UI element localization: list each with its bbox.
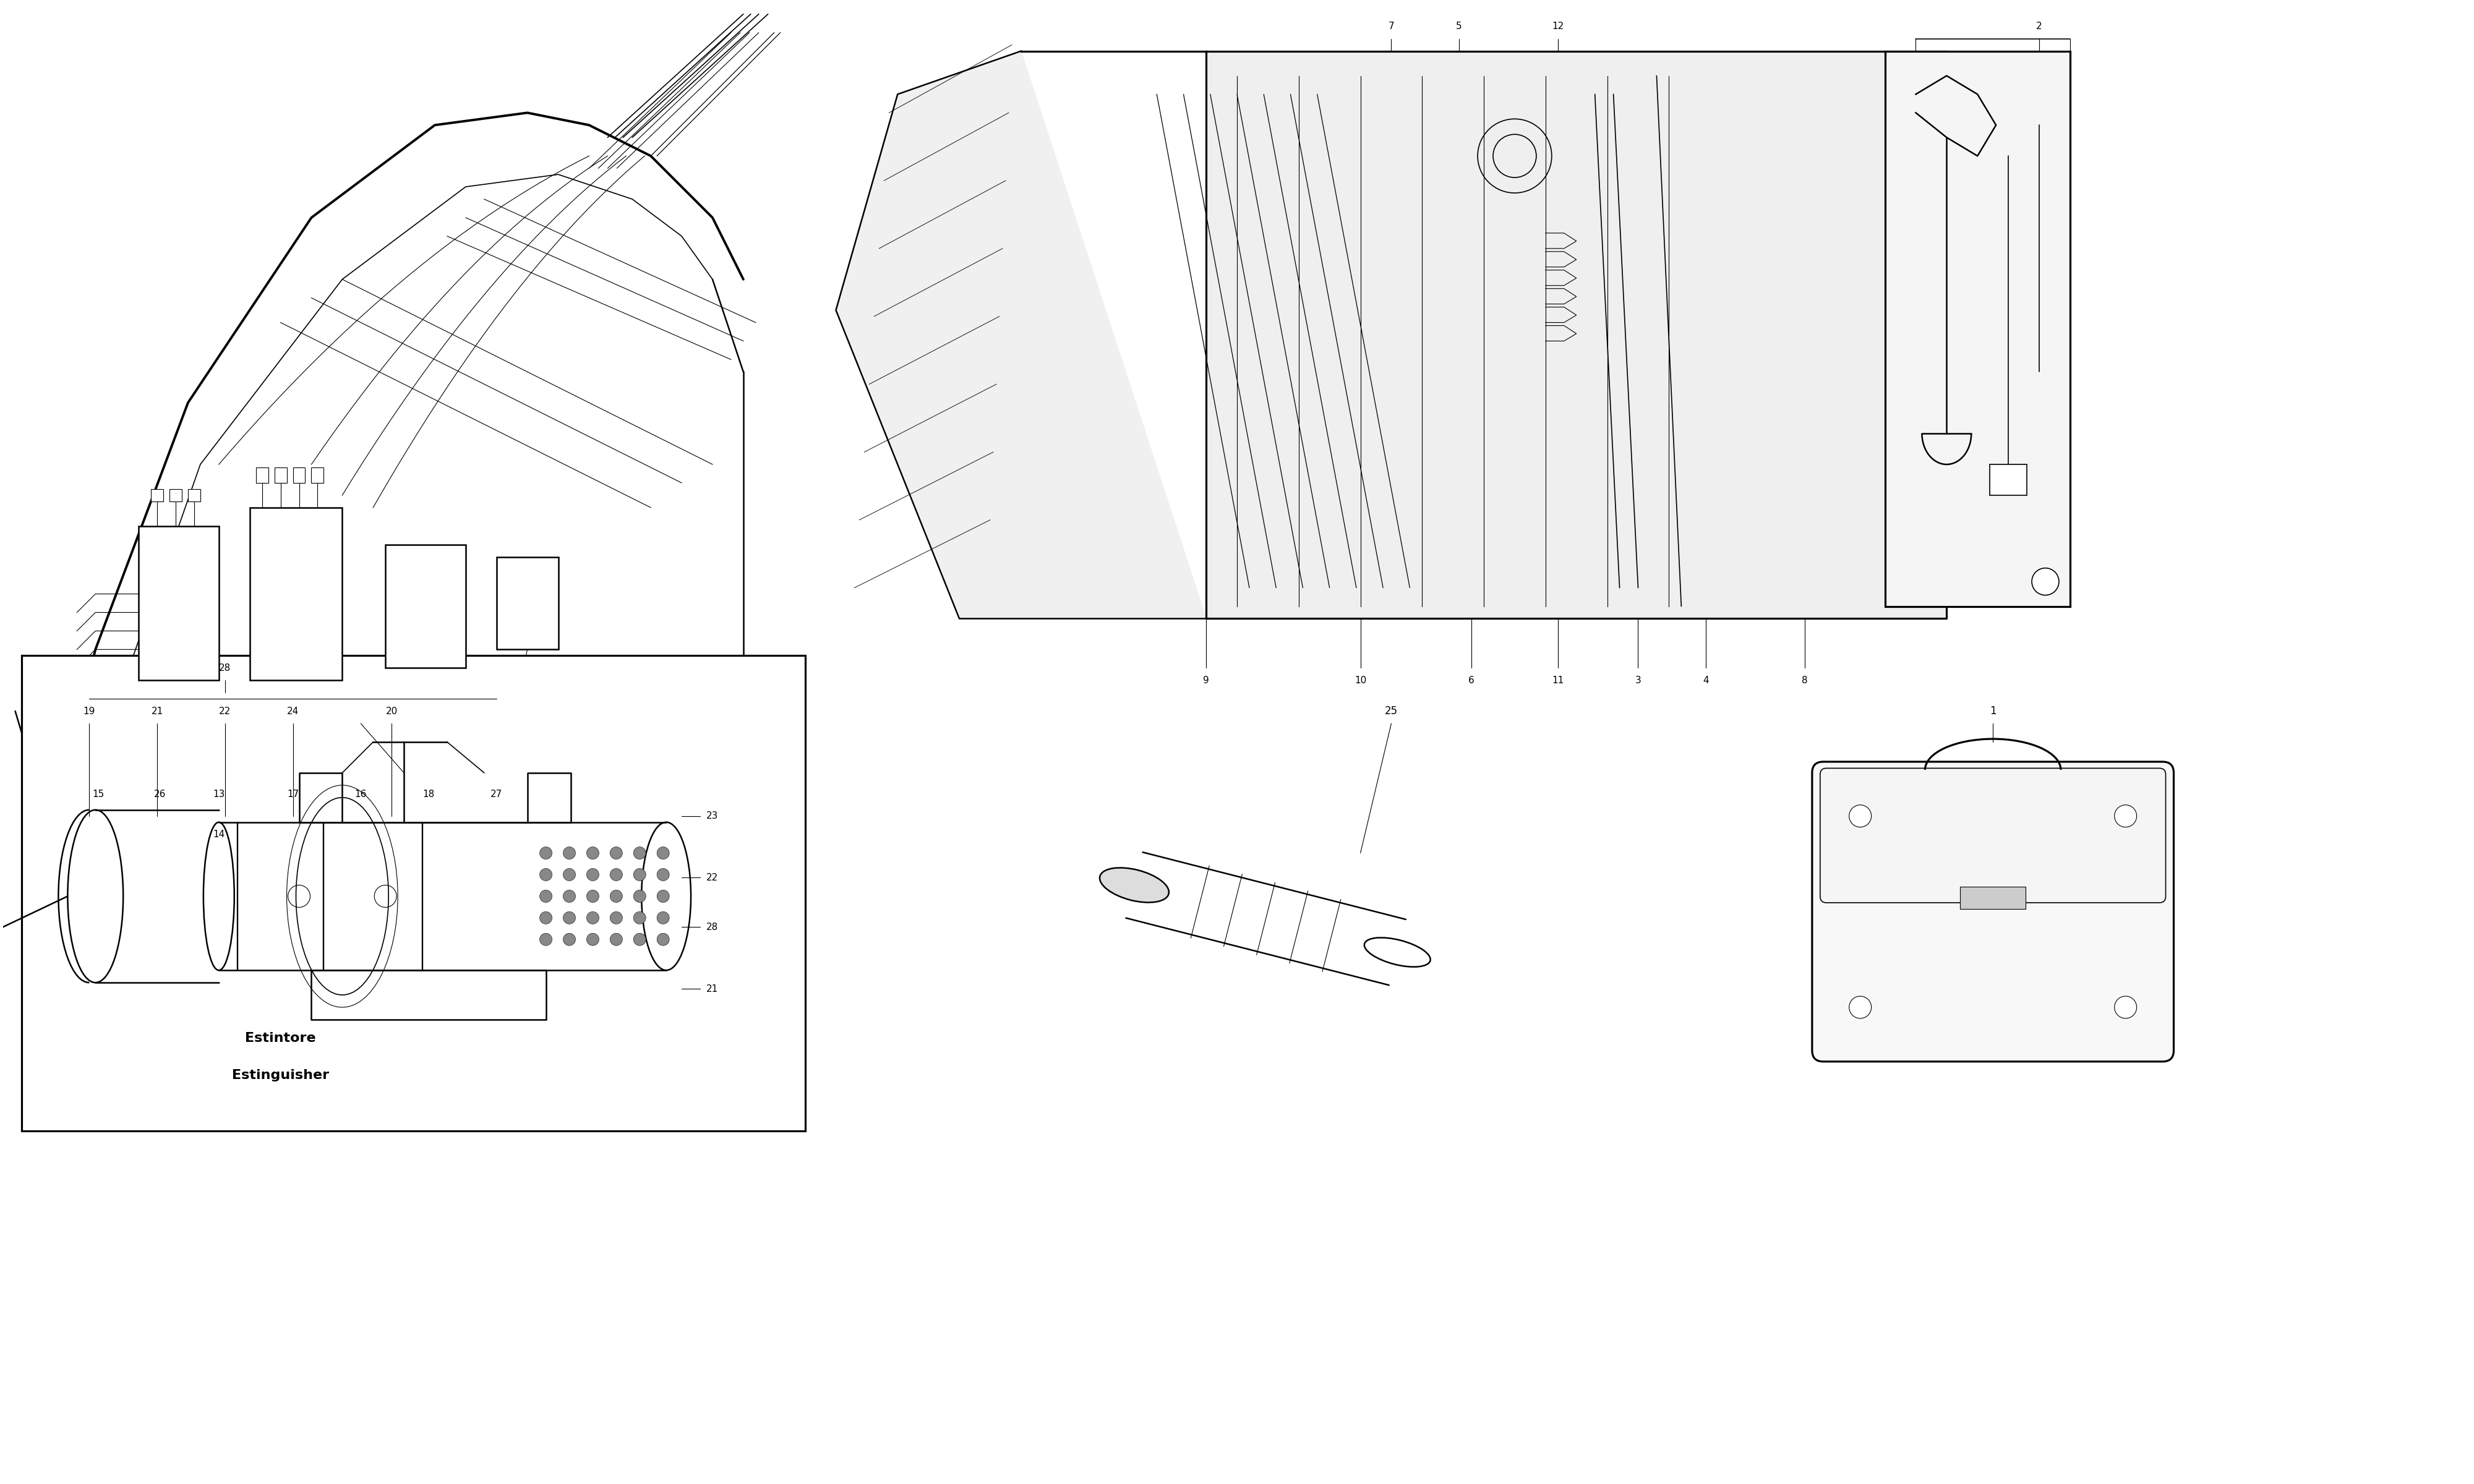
Text: 17: 17 xyxy=(287,789,299,798)
FancyBboxPatch shape xyxy=(139,527,218,680)
FancyBboxPatch shape xyxy=(275,467,287,482)
Text: 4: 4 xyxy=(1702,675,1710,686)
Text: 9: 9 xyxy=(1202,675,1210,686)
Text: 1: 1 xyxy=(1989,705,1997,717)
Text: 21: 21 xyxy=(708,984,717,993)
Circle shape xyxy=(586,868,599,881)
Text: 2: 2 xyxy=(2036,22,2041,31)
Circle shape xyxy=(539,868,552,881)
Circle shape xyxy=(564,847,576,859)
Text: 13: 13 xyxy=(213,789,225,798)
Text: 10: 10 xyxy=(1353,675,1366,686)
Text: 7: 7 xyxy=(1388,22,1395,31)
FancyBboxPatch shape xyxy=(250,508,341,680)
Circle shape xyxy=(611,933,623,945)
Circle shape xyxy=(564,868,576,881)
Text: 24: 24 xyxy=(287,706,299,715)
FancyBboxPatch shape xyxy=(1821,769,2165,902)
Circle shape xyxy=(611,890,623,902)
Polygon shape xyxy=(1207,50,1947,619)
Circle shape xyxy=(564,933,576,945)
FancyBboxPatch shape xyxy=(1811,761,2175,1061)
Circle shape xyxy=(564,911,576,925)
Text: Estintore: Estintore xyxy=(245,1031,317,1045)
Text: 3: 3 xyxy=(1635,675,1640,686)
Text: 28: 28 xyxy=(220,663,230,672)
Circle shape xyxy=(611,847,623,859)
Text: 22: 22 xyxy=(220,706,230,715)
Circle shape xyxy=(586,911,599,925)
Text: 27: 27 xyxy=(490,789,502,798)
Circle shape xyxy=(658,847,670,859)
Circle shape xyxy=(2115,804,2138,827)
FancyBboxPatch shape xyxy=(22,656,804,1131)
Circle shape xyxy=(633,933,646,945)
FancyBboxPatch shape xyxy=(497,556,559,650)
Circle shape xyxy=(1848,804,1870,827)
Circle shape xyxy=(611,911,623,925)
Circle shape xyxy=(539,933,552,945)
Circle shape xyxy=(633,911,646,925)
FancyBboxPatch shape xyxy=(255,467,267,482)
FancyBboxPatch shape xyxy=(292,467,304,482)
Text: 26: 26 xyxy=(153,789,166,798)
Circle shape xyxy=(539,847,552,859)
Circle shape xyxy=(658,890,670,902)
FancyBboxPatch shape xyxy=(386,545,465,668)
FancyBboxPatch shape xyxy=(1989,464,2026,496)
Text: 28: 28 xyxy=(708,923,717,932)
Circle shape xyxy=(633,890,646,902)
Circle shape xyxy=(658,868,670,881)
FancyBboxPatch shape xyxy=(1885,50,2071,607)
Text: 16: 16 xyxy=(354,789,366,798)
Text: 15: 15 xyxy=(92,789,104,798)
Text: 14: 14 xyxy=(213,830,225,838)
Ellipse shape xyxy=(1101,868,1168,902)
Text: Estinguisher: Estinguisher xyxy=(233,1068,329,1082)
Text: 21: 21 xyxy=(151,706,163,715)
Text: +: + xyxy=(1987,828,1999,840)
Text: 8: 8 xyxy=(1801,675,1808,686)
FancyBboxPatch shape xyxy=(1959,886,2026,908)
Text: 18: 18 xyxy=(423,789,435,798)
Circle shape xyxy=(539,911,552,925)
Text: 20: 20 xyxy=(386,706,398,715)
FancyBboxPatch shape xyxy=(171,490,181,502)
Text: 23: 23 xyxy=(708,812,717,821)
Circle shape xyxy=(658,911,670,925)
FancyBboxPatch shape xyxy=(151,490,163,502)
Text: 19: 19 xyxy=(84,706,94,715)
Circle shape xyxy=(1848,996,1870,1018)
Circle shape xyxy=(586,890,599,902)
Text: 11: 11 xyxy=(1551,675,1564,686)
Text: 5: 5 xyxy=(1457,22,1462,31)
Polygon shape xyxy=(836,50,1207,619)
Circle shape xyxy=(633,847,646,859)
Circle shape xyxy=(586,847,599,859)
Text: 25: 25 xyxy=(1385,705,1398,717)
Circle shape xyxy=(633,868,646,881)
Circle shape xyxy=(2115,996,2138,1018)
Circle shape xyxy=(611,868,623,881)
Circle shape xyxy=(658,933,670,945)
Text: 6: 6 xyxy=(1470,675,1475,686)
Circle shape xyxy=(564,890,576,902)
Circle shape xyxy=(2031,568,2058,595)
Circle shape xyxy=(539,890,552,902)
Text: 22: 22 xyxy=(708,873,717,883)
Circle shape xyxy=(586,933,599,945)
Text: 12: 12 xyxy=(1551,22,1564,31)
FancyBboxPatch shape xyxy=(188,490,200,502)
FancyBboxPatch shape xyxy=(312,467,324,482)
